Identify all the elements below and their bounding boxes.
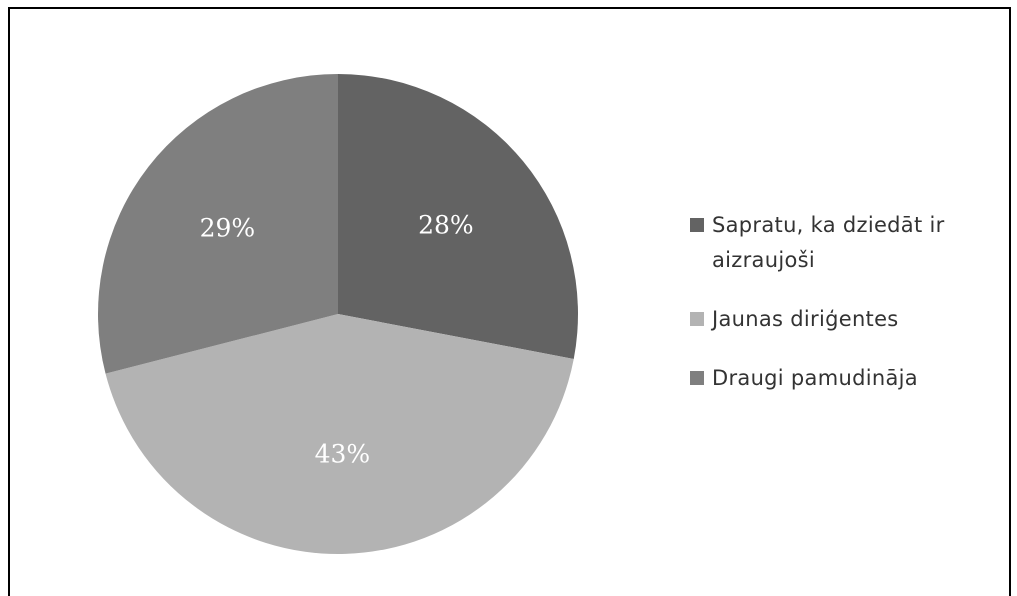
legend-item-2: Jaunas diriģentes [690, 302, 990, 337]
pie-slice-label-1: 28% [418, 210, 474, 239]
legend-label-2: Jaunas diriģentes [712, 307, 899, 331]
legend: Sapratu, ka dziedāt ir aizraujoši Jaunas… [690, 208, 990, 396]
pie-slice-1 [338, 74, 578, 359]
legend-swatch-3 [690, 371, 704, 385]
pie-slice-labels: 28% 43% 29% [200, 210, 474, 468]
pie-slices [97, 74, 578, 555]
legend-item-1: Sapratu, ka dziedāt ir aizraujoši [690, 208, 990, 278]
legend-swatch-2 [690, 312, 704, 326]
pie-slice-label-2: 43% [315, 439, 371, 468]
chart-frame [8, 7, 1011, 596]
pie-slice-label-3: 29% [200, 214, 256, 243]
legend-label-1: Sapratu, ka dziedāt ir aizraujoši [712, 213, 945, 272]
pie-slice-2 [105, 314, 574, 555]
legend-label-3: Draugi pamudināja [712, 366, 918, 390]
legend-swatch-1 [690, 218, 704, 232]
legend-item-3: Draugi pamudināja [690, 361, 990, 396]
pie-slice-3 [97, 74, 338, 374]
